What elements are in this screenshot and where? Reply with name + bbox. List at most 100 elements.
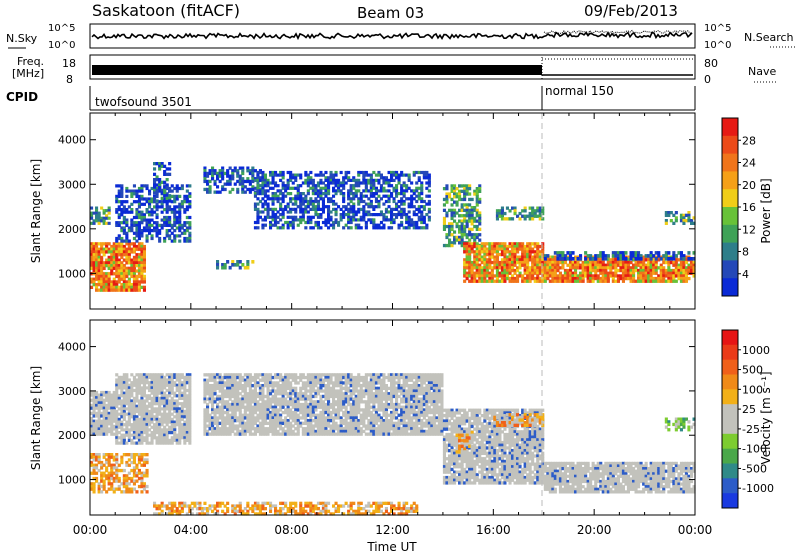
echo-cell-r7 bbox=[450, 187, 454, 191]
echo-cell-r8 bbox=[465, 260, 469, 265]
echo-cell-r6 bbox=[349, 184, 353, 188]
echo-cell-r3 bbox=[263, 421, 267, 425]
echo-cell-r3 bbox=[206, 432, 210, 436]
echo-cell-r6 bbox=[274, 218, 278, 222]
echo-cell-r7 bbox=[475, 203, 479, 207]
echo-cell-r8 bbox=[513, 260, 517, 265]
echo-cell-r3 bbox=[160, 164, 164, 168]
echo-cell-r10 bbox=[576, 276, 580, 281]
echo-cell-r3 bbox=[281, 384, 285, 388]
echo-cell-r6 bbox=[286, 186, 290, 190]
echo-cell-r10 bbox=[662, 268, 666, 273]
echo-cell-r7 bbox=[455, 235, 459, 240]
echo-cell-r6 bbox=[289, 173, 293, 177]
echo-cell-r6 bbox=[321, 210, 325, 214]
echo-cell-r11 bbox=[637, 254, 641, 258]
echo-cell-r2 bbox=[175, 386, 179, 390]
echo-cell-r3 bbox=[208, 400, 212, 404]
freq-frame bbox=[89, 54, 696, 80]
echo-cell-r8 bbox=[541, 242, 545, 246]
echo-cell-r8 bbox=[516, 276, 520, 281]
echo-cell-r2 bbox=[170, 431, 174, 435]
echo-cell-r3 bbox=[241, 429, 245, 434]
echo-cell-r8 bbox=[463, 279, 467, 283]
echo-cell-r10 bbox=[558, 279, 562, 283]
echo-cell-r4 bbox=[223, 182, 227, 186]
echo-cell-r1 bbox=[107, 393, 111, 397]
echo-cell-r1 bbox=[107, 411, 111, 415]
echo-cell-r6 bbox=[266, 207, 270, 211]
echo-cell-r2 bbox=[142, 428, 146, 432]
echo-cell-r8 bbox=[541, 252, 545, 257]
echo-cell-r6 bbox=[387, 181, 391, 185]
echo-cell-r2 bbox=[142, 226, 146, 230]
echo-cell-r2 bbox=[165, 438, 169, 442]
echo-cell-r2 bbox=[170, 373, 174, 377]
echo-cell-r8 bbox=[533, 244, 537, 249]
colorbar-segment bbox=[722, 135, 738, 155]
echo-cell-r0 bbox=[90, 253, 94, 257]
echo-cell-r10 bbox=[553, 271, 557, 275]
echo-cell-r3 bbox=[248, 421, 252, 425]
echo-cell-r2 bbox=[137, 441, 141, 445]
echo-cell-r6 bbox=[281, 184, 285, 188]
colorbar-tick-label: 28 bbox=[742, 134, 756, 147]
echo-cell-r2 bbox=[122, 423, 126, 427]
echo-cell-r2 bbox=[165, 192, 169, 196]
echo-cell-r2 bbox=[170, 189, 174, 193]
echo-cell-r4 bbox=[218, 171, 222, 176]
echo-cell-r10 bbox=[624, 260, 628, 265]
echo-cell-r3 bbox=[153, 172, 157, 176]
echo-cell-r0 bbox=[110, 474, 114, 478]
echo-cell-r3 bbox=[163, 180, 167, 184]
echo-cell-r10 bbox=[594, 260, 598, 265]
echo-cell-r7 bbox=[465, 211, 469, 215]
echo-cell-r10 bbox=[679, 266, 683, 270]
echo-cell-r2 bbox=[188, 394, 192, 398]
echo-cell-r0 bbox=[120, 490, 124, 494]
echo-cell-r2 bbox=[165, 423, 169, 427]
echo-cell-r3 bbox=[221, 413, 225, 417]
echo-cell-r6 bbox=[384, 218, 388, 222]
noise-right-tick-top: 10^5 bbox=[704, 23, 731, 34]
echo-cell-r4 bbox=[211, 174, 215, 178]
echo-cell-r2 bbox=[120, 210, 124, 214]
echo-cell-r6 bbox=[276, 197, 280, 201]
echo-cell-r2 bbox=[178, 417, 182, 421]
echo-cell-r1 bbox=[90, 406, 94, 410]
echo-cell-r2 bbox=[160, 407, 164, 411]
echo-cell-r6 bbox=[342, 226, 346, 230]
echo-cell-r6 bbox=[311, 192, 315, 196]
echo-cell-r6 bbox=[319, 189, 323, 193]
echo-cell-r1 bbox=[90, 411, 94, 415]
echo-cell-r3 bbox=[281, 397, 285, 401]
echo-cell-r6 bbox=[395, 186, 399, 190]
echo-cell-r8 bbox=[495, 258, 499, 262]
echo-cell-r6 bbox=[362, 194, 366, 198]
echo-cell-r6 bbox=[387, 210, 391, 214]
echo-cell-r3 bbox=[221, 386, 225, 390]
echo-cell-r8 bbox=[463, 266, 467, 270]
echo-cell-r2 bbox=[148, 221, 152, 225]
echo-cell-r11 bbox=[659, 257, 663, 261]
echo-cell-r9 bbox=[511, 206, 515, 210]
echo-cell-r0 bbox=[107, 463, 111, 467]
echo-cell-r2 bbox=[175, 378, 179, 382]
echo-cell-r2 bbox=[117, 184, 121, 188]
echo-cell-r2 bbox=[140, 412, 144, 416]
echo-cell-r3 bbox=[241, 427, 245, 431]
echo-cell-r2 bbox=[160, 378, 164, 382]
echo-cell-r2 bbox=[173, 215, 177, 220]
echo-cell-r6 bbox=[382, 213, 386, 217]
echo-cell-r3 bbox=[241, 389, 245, 393]
echo-cell-r10 bbox=[657, 274, 661, 278]
echo-cell-r3 bbox=[213, 381, 217, 385]
echo-cell-r3 bbox=[231, 408, 235, 412]
echo-cell-r3 bbox=[223, 429, 227, 434]
echo-cell-r10 bbox=[566, 268, 570, 273]
echo-cell-r6 bbox=[284, 220, 288, 225]
echo-cell-r2 bbox=[168, 409, 172, 414]
echo-cell-r2 bbox=[120, 184, 124, 188]
echo-cell-r2 bbox=[155, 388, 159, 393]
